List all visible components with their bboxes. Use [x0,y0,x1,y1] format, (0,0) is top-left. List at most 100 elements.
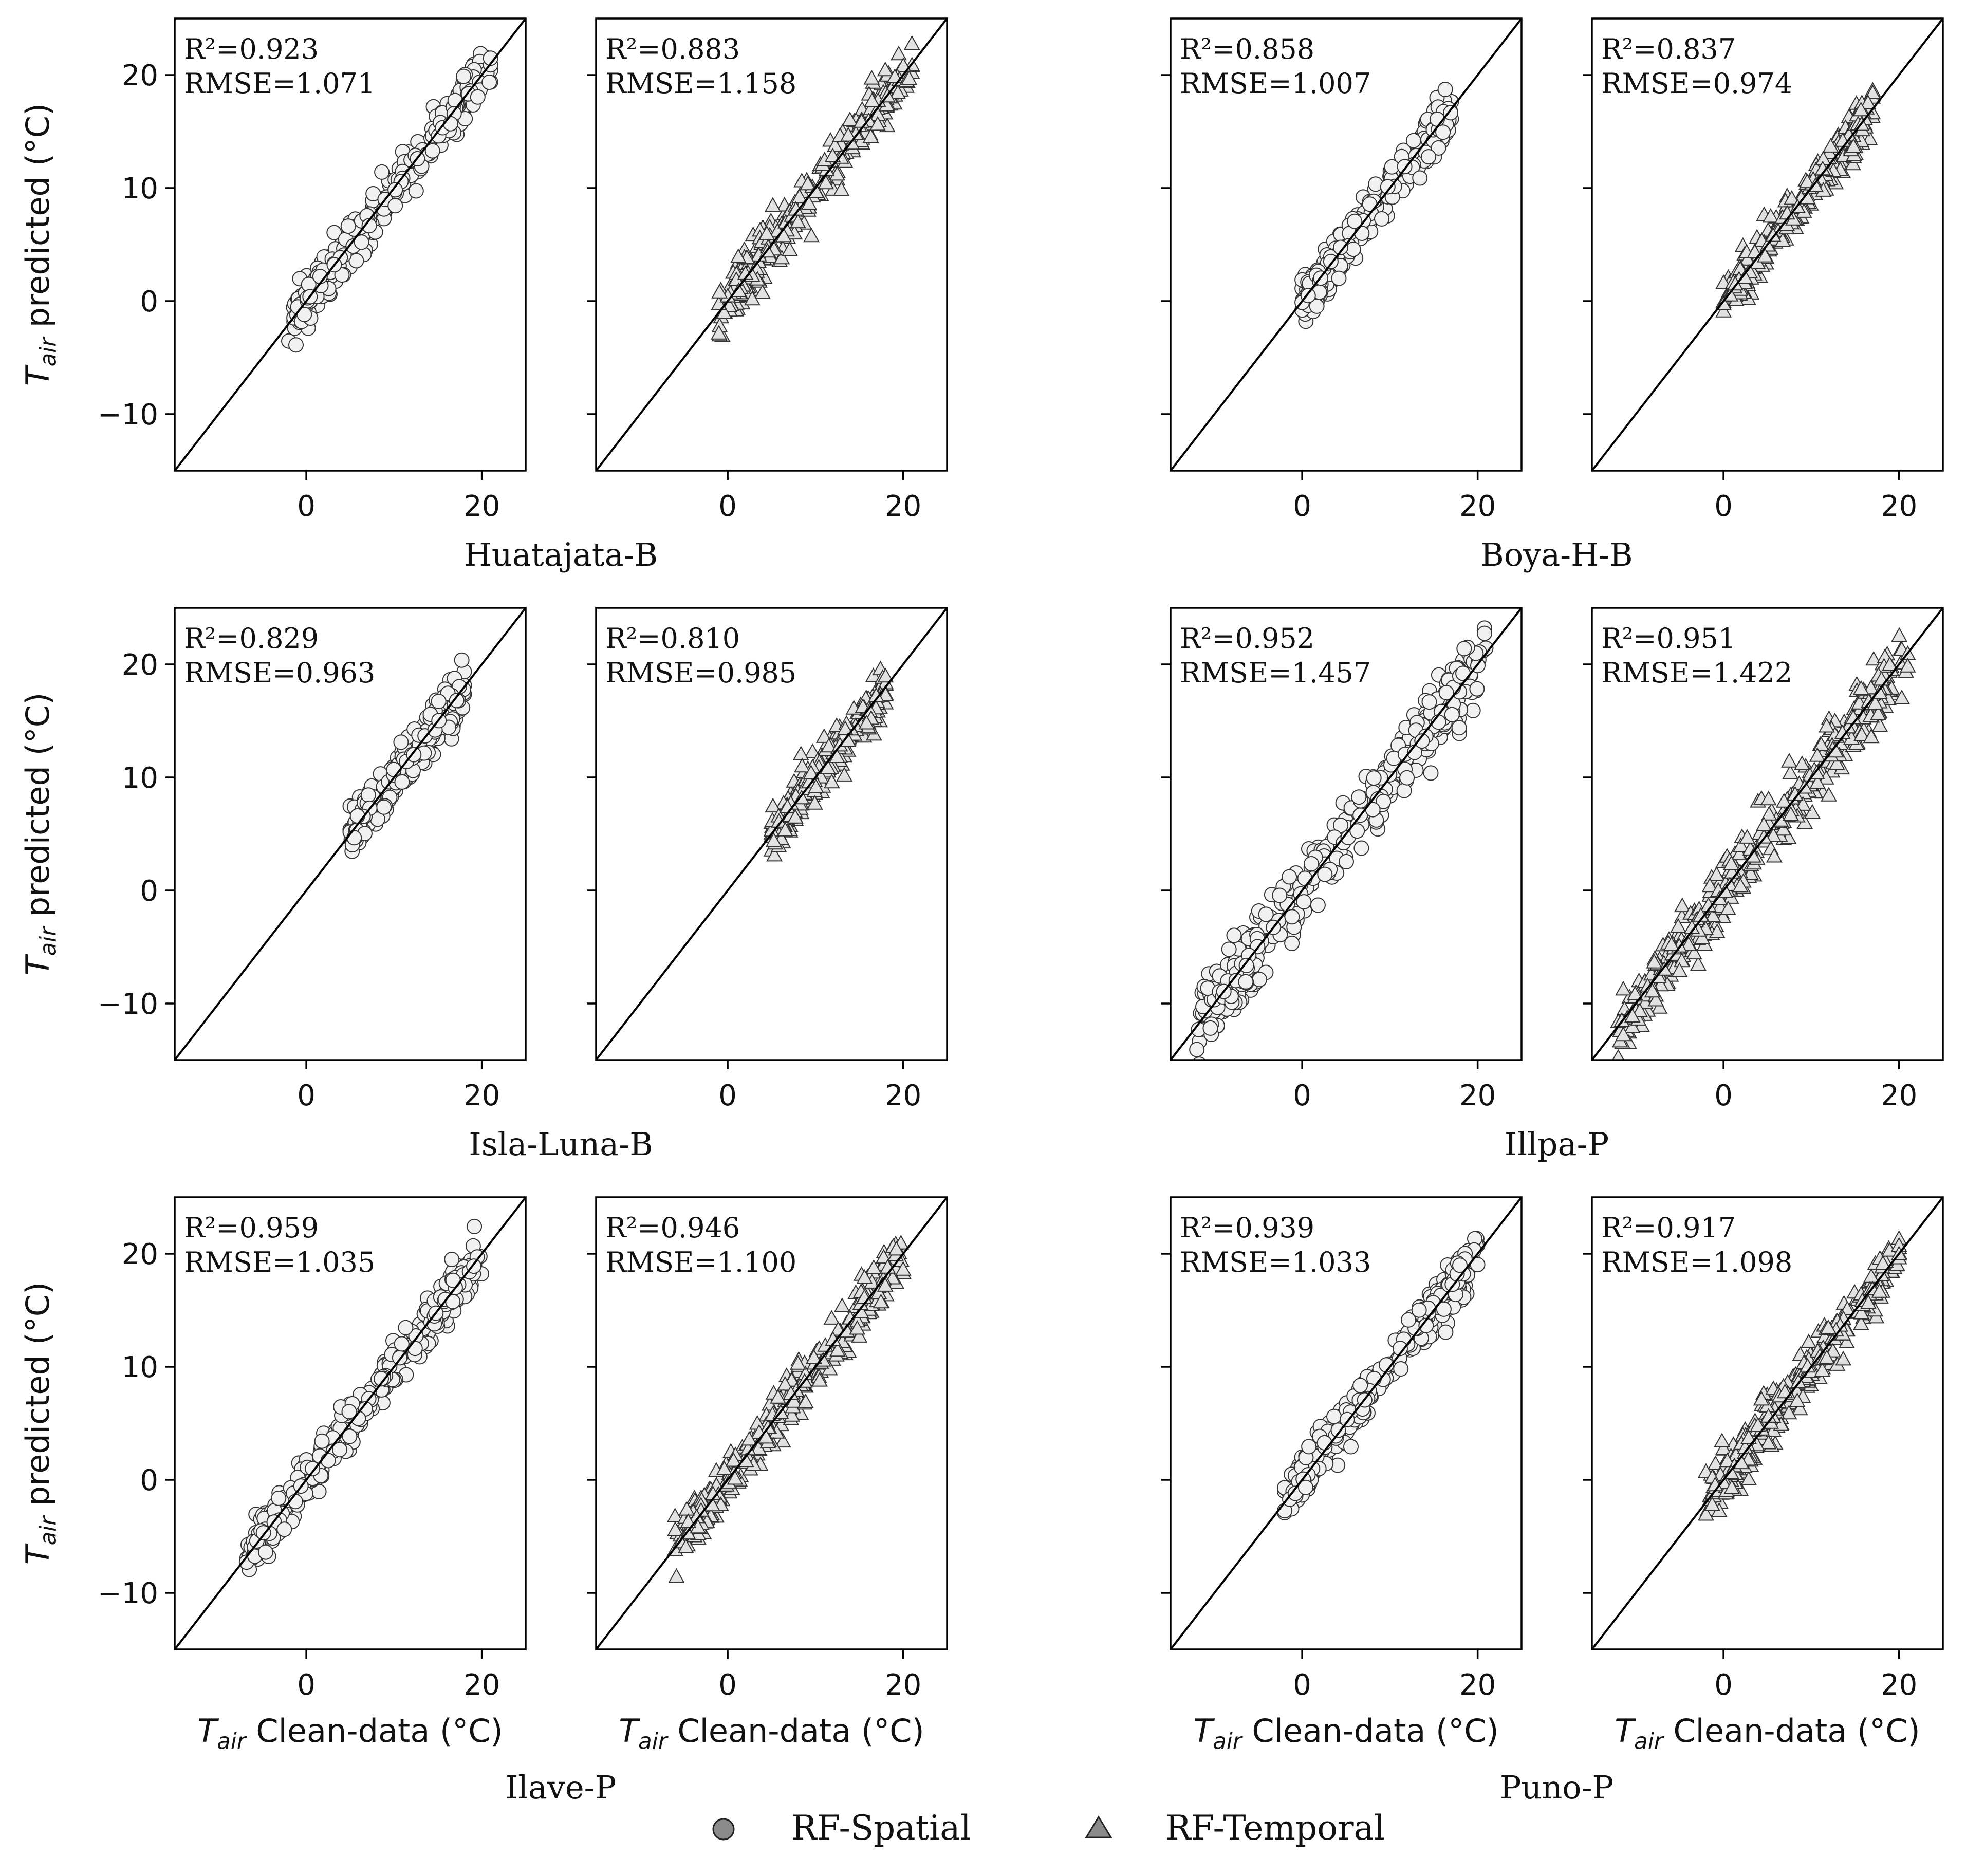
point-temporal [1671,962,1688,977]
y-tick-label: 20 [122,648,158,682]
point-spatial [1435,124,1451,140]
r2-label: R²=0.883 [605,33,740,65]
point-spatial [1272,887,1288,903]
point-temporal [818,174,834,190]
point-spatial [320,1453,336,1469]
x-tick-label: 0 [1714,490,1733,523]
point-temporal [1852,1315,1869,1330]
point-temporal [797,1393,814,1408]
point-spatial [342,1428,358,1444]
point-temporal [1694,930,1711,944]
point-temporal [1780,753,1797,768]
point-temporal [1853,726,1870,741]
point-temporal [1723,1479,1740,1494]
point-spatial [1452,1257,1468,1273]
point-spatial [1352,1378,1368,1394]
point-temporal [765,797,782,813]
point-temporal [1873,1266,1890,1281]
point-temporal [1791,1400,1808,1416]
point-temporal [1867,695,1884,710]
rmse-label: RMSE=0.963 [184,657,375,689]
point-temporal [1825,1343,1842,1358]
point-temporal [1701,877,1718,893]
point-temporal [791,188,808,203]
y-tick-label: 10 [122,172,158,206]
x-tick-label: 0 [297,1668,316,1702]
x-tick-label: 0 [1293,490,1311,523]
point-temporal [727,1470,744,1485]
point-spatial [1443,105,1459,121]
x-tick-label: 0 [1714,1668,1733,1702]
point-temporal [1697,1506,1714,1521]
point-spatial [360,787,376,803]
point-temporal [1789,1392,1806,1407]
r2-label: R²=0.952 [1180,622,1314,655]
point-temporal [1707,1455,1724,1470]
y-tick-label: −10 [98,398,158,432]
point-spatial [1301,1439,1317,1455]
point-spatial [1304,856,1320,871]
point-temporal [826,137,843,152]
point-temporal [711,284,728,299]
point-temporal [781,241,798,256]
point-temporal [1731,845,1748,861]
point-spatial [1366,770,1382,786]
point-spatial [1469,681,1485,697]
y-axis-label: Tair predicted (°C) [19,103,62,386]
x-tick-label: 20 [885,490,921,523]
point-temporal [1782,764,1799,779]
point-temporal [1740,1429,1757,1444]
point-temporal [877,667,894,683]
point-temporal [1644,982,1661,998]
point-spatial [1351,789,1367,805]
x-tick-label: 20 [463,1668,500,1702]
point-temporal [833,1297,850,1312]
point-temporal [677,1538,694,1553]
identity-line [1171,18,1522,471]
point-spatial [1297,1479,1313,1495]
point-spatial [1438,1324,1454,1340]
point-temporal [1674,897,1691,913]
point-temporal [803,227,820,243]
point-temporal [1852,680,1869,695]
point-temporal [758,225,775,240]
point-spatial [1284,935,1300,951]
point-temporal [837,720,854,735]
point-spatial [467,1218,483,1234]
point-spatial [1310,897,1326,913]
point-temporal [711,325,728,340]
point-temporal [1853,1305,1870,1320]
point-spatial [1396,783,1412,798]
point-temporal [1818,717,1835,733]
point-spatial [340,218,356,234]
point-spatial [1418,1317,1434,1333]
point-temporal [1813,736,1830,751]
point-temporal [895,57,912,72]
point-spatial [1411,1302,1427,1318]
x-axis-label: Tair Clean-data (°C) [197,1712,503,1755]
point-temporal [668,1568,685,1583]
data-points [1715,82,1881,318]
axes-frame [1591,1196,1944,1650]
r2-label: R²=0.946 [605,1212,740,1244]
point-temporal [801,195,818,210]
point-temporal [1783,190,1800,205]
point-temporal [836,767,853,782]
point-spatial [1393,1341,1408,1357]
point-temporal [799,175,816,191]
r2-label: R²=0.858 [1180,33,1314,65]
point-spatial [407,1341,423,1357]
point-spatial [444,1252,460,1267]
point-temporal [787,809,804,824]
point-temporal [1838,1333,1855,1348]
point-temporal [678,1501,695,1516]
point-spatial [387,182,403,198]
point-spatial [449,693,465,709]
point-spatial [1414,733,1430,749]
